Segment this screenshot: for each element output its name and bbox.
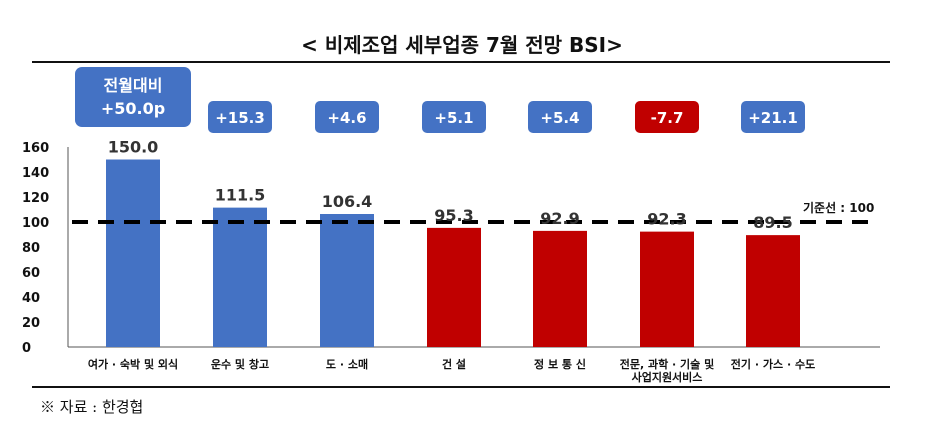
change-label: +5.1 [434, 109, 473, 127]
bar [106, 159, 160, 347]
category-label: 정 보 통 신 [534, 357, 586, 371]
y-tick-label: 60 [22, 266, 40, 281]
change-label: +5.4 [540, 109, 579, 127]
y-axis: 0 20 40 60 80 100 120 140 160 [22, 141, 880, 356]
value-label: 92.9 [540, 209, 579, 228]
value-label: 150.0 [108, 138, 159, 157]
change-label: +50.0p [101, 99, 165, 118]
bar [213, 207, 267, 347]
value-label: 92.3 [647, 210, 686, 229]
change-badge [315, 101, 379, 133]
y-tick-label: 80 [22, 241, 40, 256]
change-badge [741, 101, 805, 133]
y-tick-label: 140 [22, 166, 49, 181]
change-label: +15.3 [215, 109, 265, 127]
y-tick-label: 120 [22, 191, 49, 206]
category-label: 전문, 과학 · 기술 및 [620, 357, 715, 371]
baseline: 기준선 : 100 [72, 200, 878, 224]
baseline-label: 기준선 : 100 [803, 200, 874, 215]
change-label: +21.1 [748, 109, 798, 127]
category-label: 건 설 [442, 357, 466, 371]
chart-title: < 비제조업 세부업종 7월 전망 BSI> [301, 33, 623, 57]
category-label: 사업지원서비스 [632, 370, 703, 384]
value-label: 106.4 [322, 192, 373, 211]
change-header: 전월대비 [104, 76, 163, 95]
bar [320, 214, 374, 347]
source-note: ※ 자료 : 한경협 [40, 398, 143, 416]
labels: 150.0 여가 · 숙박 및 외식 전월대비 +50.0p 111.5 운수 및 창고 +… [75, 67, 815, 384]
value-label: 89.5 [753, 213, 792, 232]
y-tick-label: 40 [22, 291, 40, 306]
y-tick-label: 20 [22, 316, 40, 331]
y-tick-label: 160 [22, 141, 49, 156]
change-badge [208, 101, 272, 133]
change-badge [528, 101, 592, 133]
category-label: 운수 및 창고 [211, 357, 269, 371]
bars [106, 159, 800, 347]
value-label: 95.3 [434, 206, 473, 225]
bar [533, 230, 587, 347]
bar [640, 231, 694, 347]
change-badge [75, 67, 191, 127]
value-label: 111.5 [215, 186, 266, 205]
bar [746, 235, 800, 347]
change-label: -7.7 [651, 109, 684, 127]
category-label: 여가 · 숙박 및 외식 [88, 357, 178, 371]
y-tick-label: 100 [22, 216, 49, 231]
change-badge [422, 101, 486, 133]
change-label: +4.6 [327, 109, 366, 127]
bar [427, 227, 481, 347]
category-label: 도 · 소매 [326, 357, 368, 371]
y-tick-label: 0 [22, 341, 31, 356]
change-badge [635, 101, 699, 133]
category-label: 전기 · 가스 · 수도 [731, 357, 815, 371]
